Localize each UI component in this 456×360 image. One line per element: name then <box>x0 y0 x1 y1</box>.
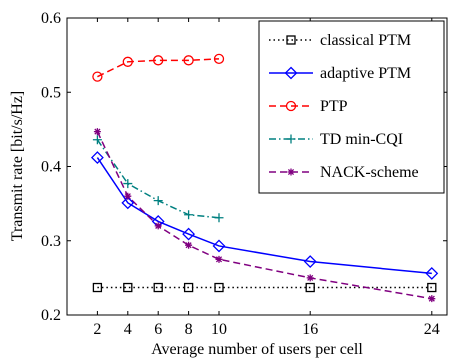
data-point-adaptive-ptm-10 <box>212 239 226 253</box>
data-point-adaptive-ptm-8 <box>182 227 196 241</box>
data-point-classical-ptm-24 <box>427 282 437 293</box>
series-line-adaptive-ptm <box>96 157 432 275</box>
x-tick-label: 8 <box>185 321 193 338</box>
y-tick-label: 0.6 <box>41 10 61 27</box>
data-point-nack-scheme-24 <box>428 295 436 303</box>
data-point-td-min-cqi-10 <box>214 213 224 223</box>
data-point-nack-scheme-6 <box>154 222 162 230</box>
data-point-nack-scheme-4 <box>124 192 132 200</box>
data-point-ptp-6 <box>153 55 164 66</box>
y-tick-label: 0.4 <box>41 159 61 176</box>
y-tick-label: 0.3 <box>41 233 61 250</box>
series-line-ptp <box>97 58 220 78</box>
data-point-td-min-cqi-8 <box>184 210 194 220</box>
x-tick-label: 16 <box>302 321 318 338</box>
x-tick-label: 6 <box>154 321 162 338</box>
legend-entry-nack-scheme: NACK-scheme <box>269 164 419 181</box>
legend: classical PTM adaptive PTM PTP TD min-CQI NA… <box>258 20 445 194</box>
data-point-classical-ptm-6 <box>153 282 163 293</box>
legend-label-ptp: PTP <box>320 98 348 115</box>
series-line-td-min-cqi <box>96 139 220 219</box>
data-point-adaptive-ptm-2 <box>90 151 104 165</box>
data-point-classical-ptm-4 <box>123 282 133 293</box>
legend-marker-nack-scheme <box>287 168 295 176</box>
data-point-adaptive-ptm-24 <box>425 267 439 280</box>
legend-label-classical-ptm: classical PTM <box>320 32 411 49</box>
data-point-ptp-10 <box>213 53 225 64</box>
legend-label-adaptive-ptm: adaptive PTM <box>320 65 411 82</box>
legend-box <box>258 20 445 194</box>
legend-marker-classical-ptm <box>286 35 296 45</box>
series-markers <box>90 53 439 303</box>
data-point-adaptive-ptm-16 <box>303 255 317 268</box>
data-point-nack-scheme-10 <box>215 255 223 263</box>
x-tick-label: 2 <box>93 321 101 338</box>
legend-label-td-min-cqi: TD min-CQI <box>320 131 403 148</box>
legend-marker-td-min-cqi <box>286 134 296 144</box>
data-point-classical-ptm-8 <box>183 282 194 293</box>
legend-marker-ptp <box>285 100 297 112</box>
legend-entry-adaptive-ptm: adaptive PTM <box>269 65 411 82</box>
data-point-nack-scheme-16 <box>306 274 314 282</box>
data-point-adaptive-ptm-4 <box>121 196 135 210</box>
legend-label-nack-scheme: NACK-scheme <box>320 164 419 181</box>
data-point-td-min-cqi-4 <box>123 179 133 189</box>
x-tick-label: 4 <box>124 321 132 338</box>
legend-entry-ptp: PTP <box>269 98 348 115</box>
data-point-ptp-2 <box>92 71 103 82</box>
data-point-nack-scheme-2 <box>93 128 101 136</box>
legend-entry-td-min-cqi: TD min-CQI <box>269 131 403 148</box>
y-tick-label: 0.2 <box>41 307 61 324</box>
x-axis-label: Average number of users per cell <box>151 341 363 358</box>
data-point-nack-scheme-8 <box>185 241 193 249</box>
data-point-ptp-4 <box>122 56 133 67</box>
y-axis-label: Transmit rate [bit/s/Hz] <box>9 91 26 242</box>
legend-entry-classical-ptm: classical PTM <box>269 32 411 49</box>
y-tick-label: 0.5 <box>41 84 61 101</box>
data-point-classical-ptm-2 <box>92 282 103 293</box>
data-point-classical-ptm-10 <box>214 282 224 293</box>
x-tick-label: 10 <box>211 321 227 338</box>
legend-marker-adaptive-ptm <box>284 66 298 80</box>
data-point-td-min-cqi-6 <box>153 196 163 206</box>
data-point-td-min-cqi-2 <box>92 135 102 145</box>
data-point-ptp-8 <box>183 55 194 66</box>
axis-ticks: 2 4 6 8 10 16 240.20.30.40.50.6 <box>41 10 447 338</box>
x-tick-label: 24 <box>424 321 440 338</box>
data-point-classical-ptm-16 <box>305 282 315 293</box>
